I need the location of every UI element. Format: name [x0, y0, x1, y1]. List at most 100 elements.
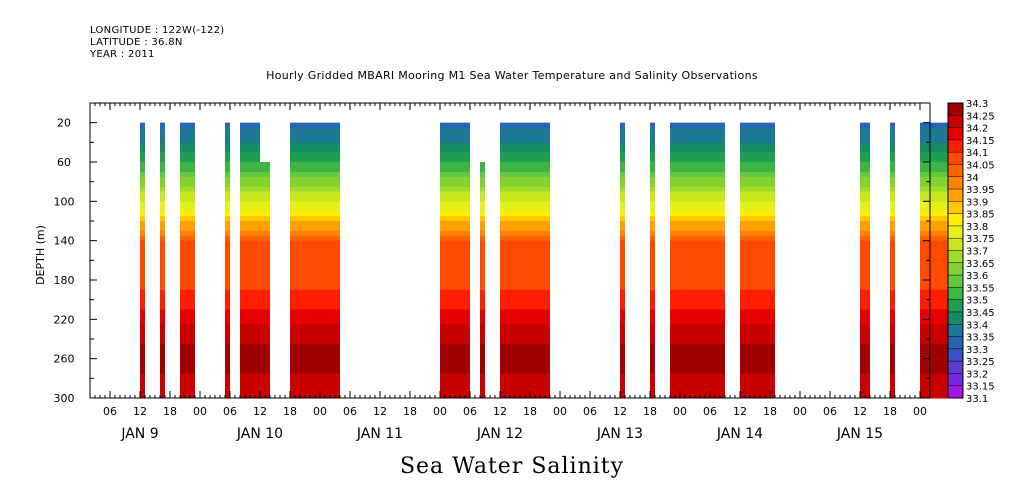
depth-band	[480, 294, 485, 301]
depth-band	[920, 309, 955, 315]
depth-band	[180, 358, 195, 365]
x-tick-label: 12	[613, 405, 627, 418]
depth-band	[890, 122, 895, 129]
depth-band	[290, 343, 340, 350]
depth-band	[480, 162, 485, 168]
depth-band	[180, 221, 195, 227]
depth-band	[670, 191, 725, 197]
depth-band	[180, 339, 195, 345]
depth-band	[290, 270, 340, 276]
x-tick-label: 06	[223, 405, 237, 418]
depth-band	[225, 348, 230, 355]
depth-band	[180, 186, 195, 192]
depth-band	[670, 284, 725, 291]
depth-band	[160, 196, 165, 202]
depth-band	[225, 122, 230, 129]
depth-band	[290, 225, 340, 232]
depth-band	[140, 245, 145, 251]
depth-band	[890, 339, 895, 345]
depth-band	[440, 324, 470, 330]
depth-band	[620, 339, 625, 345]
depth-band	[240, 255, 260, 261]
depth-band	[650, 329, 655, 335]
depth-band	[225, 319, 230, 325]
colorbar-label: 34.05	[966, 160, 995, 171]
x-tick-label: 00	[553, 405, 567, 418]
depth-band	[920, 265, 955, 271]
depth-band	[480, 319, 485, 325]
depth-band	[240, 196, 260, 202]
depth-band	[140, 294, 145, 301]
depth-band	[670, 201, 725, 207]
depth-band	[670, 186, 725, 192]
depth-band	[920, 329, 955, 335]
x-tick-label: 06	[703, 405, 717, 418]
depth-band	[140, 348, 145, 355]
colorbar-label: 33.35	[966, 333, 995, 344]
depth-band	[440, 260, 470, 266]
depth-band	[500, 162, 550, 168]
depth-band	[740, 152, 775, 158]
depth-band	[160, 235, 165, 242]
depth-band	[290, 304, 340, 310]
depth-band	[180, 250, 195, 256]
depth-band	[650, 265, 655, 271]
depth-band	[440, 363, 470, 369]
depth-band	[920, 388, 955, 394]
depth-band	[620, 353, 625, 360]
depth-band	[260, 250, 270, 256]
depth-band	[180, 196, 195, 202]
depth-band	[180, 191, 195, 197]
depth-band	[480, 171, 485, 178]
colorbar-swatch	[948, 225, 963, 239]
depth-band	[180, 147, 195, 153]
data-block	[140, 122, 145, 399]
x-tick-label: 06	[583, 405, 597, 418]
depth-band	[740, 289, 775, 296]
depth-band	[740, 304, 775, 310]
depth-band	[860, 166, 870, 173]
depth-band	[920, 339, 955, 345]
depth-band	[650, 363, 655, 369]
depth-band	[480, 299, 485, 306]
depth-band	[225, 314, 230, 320]
depth-band	[740, 201, 775, 207]
depth-band	[500, 132, 550, 138]
depth-band	[440, 309, 470, 315]
depth-band	[180, 240, 195, 247]
depth-band	[860, 309, 870, 315]
depth-band	[225, 211, 230, 217]
depth-band	[480, 250, 485, 256]
y-tick-label: 260	[54, 353, 75, 366]
depth-band	[860, 324, 870, 330]
depth-band	[650, 270, 655, 276]
depth-band	[670, 343, 725, 350]
depth-band	[890, 147, 895, 153]
depth-band	[225, 230, 230, 237]
depth-band	[480, 211, 485, 217]
depth-band	[225, 378, 230, 384]
depth-band	[740, 245, 775, 251]
depth-band	[740, 137, 775, 143]
depth-band	[650, 221, 655, 227]
depth-band	[860, 299, 870, 306]
depth-band	[920, 275, 955, 281]
depth-band	[920, 176, 955, 183]
depth-band	[440, 132, 470, 138]
x-tick-label: 18	[163, 405, 177, 418]
colorbar-swatch	[948, 336, 963, 350]
depth-band	[740, 186, 775, 192]
depth-band	[440, 196, 470, 202]
depth-band	[290, 383, 340, 389]
depth-band	[500, 230, 550, 237]
colorbar-label: 34.3	[966, 99, 988, 110]
depth-band	[890, 186, 895, 192]
depth-band	[290, 142, 340, 148]
depth-band	[500, 388, 550, 394]
depth-band	[890, 393, 895, 399]
depth-band	[860, 329, 870, 335]
depth-band	[290, 181, 340, 188]
depth-band	[670, 181, 725, 188]
depth-band	[180, 127, 195, 133]
depth-band	[240, 225, 260, 232]
